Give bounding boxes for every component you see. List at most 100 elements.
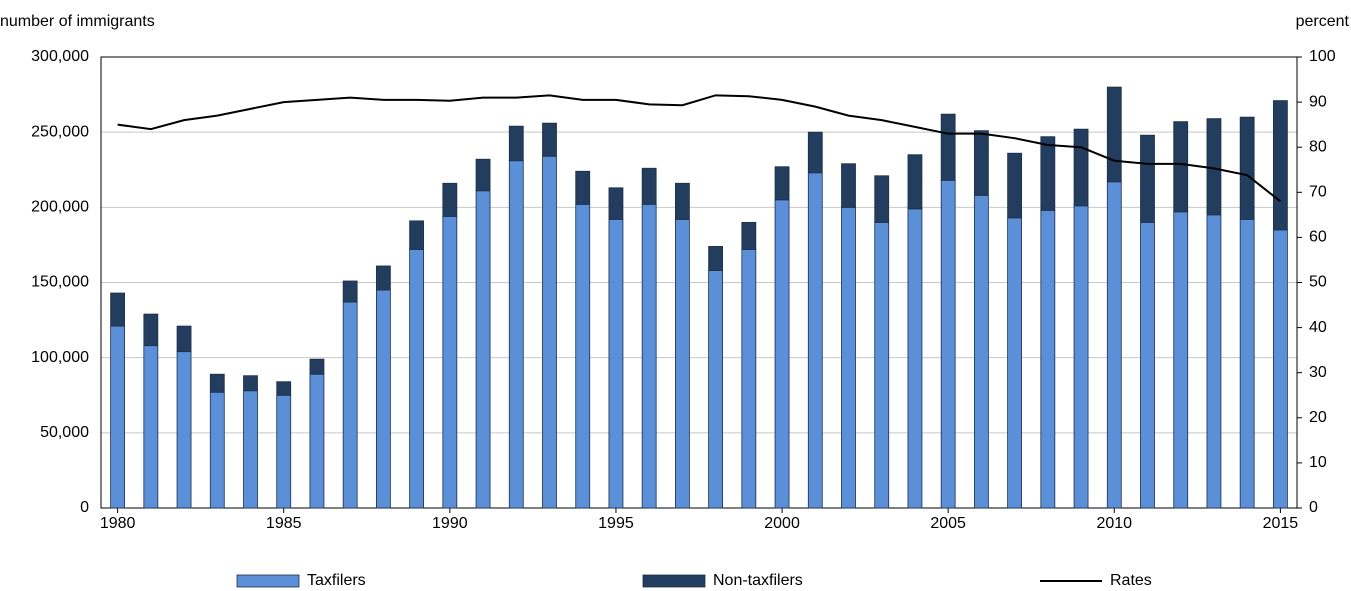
x-tick-label: 2015 <box>1263 515 1299 532</box>
bar-segment <box>1173 121 1189 213</box>
bar-segment <box>608 187 624 220</box>
x-tick-label: 2010 <box>1096 515 1132 532</box>
bar-segment <box>907 154 923 210</box>
bar-segment <box>1073 128 1089 207</box>
legend-swatch <box>236 574 300 588</box>
bar-segment <box>409 249 425 509</box>
bar-segment <box>309 373 325 509</box>
bar-segment <box>1040 209 1056 509</box>
bar-segment <box>874 175 890 223</box>
bar-segment <box>209 373 225 393</box>
bar-segment <box>110 325 126 509</box>
bar-segment <box>375 265 391 291</box>
x-tick-label: 1985 <box>266 515 302 532</box>
bar-segment <box>542 122 557 157</box>
bar-segment <box>973 130 989 196</box>
bar-segment <box>442 182 458 217</box>
bar-segment <box>1073 205 1089 509</box>
x-tick-label: 2000 <box>764 515 800 532</box>
bar-segment <box>841 163 856 208</box>
bar-segment <box>475 158 491 192</box>
bar-segment <box>1106 86 1122 183</box>
bar-segment <box>708 246 724 271</box>
bar-segment <box>575 170 591 205</box>
bar-segment <box>1272 229 1288 509</box>
bar-segment <box>342 301 358 509</box>
y-tick-label: 200,000 <box>31 199 89 216</box>
bar-segment <box>1239 218 1255 509</box>
bar-segment <box>674 218 690 509</box>
bar-segment <box>176 351 192 509</box>
bar-segment <box>1106 181 1122 509</box>
bar-segment <box>542 155 557 509</box>
y-axis-label: number of immigrants <box>0 13 155 30</box>
bar-segment <box>475 190 491 509</box>
bar-segment <box>1007 217 1023 509</box>
bar-segment <box>209 391 225 509</box>
x-tick-label: 2005 <box>930 515 966 532</box>
bar-segment <box>243 375 258 392</box>
y2-tick-label: 30 <box>1309 364 1327 381</box>
y2-tick-label: 100 <box>1309 48 1336 65</box>
bar-segment <box>608 218 624 509</box>
bar-segment <box>841 206 856 509</box>
y-tick-label: 150,000 <box>31 274 89 291</box>
bar-segment <box>1007 152 1023 219</box>
legend-swatch <box>642 574 706 588</box>
bar-segment <box>674 182 690 220</box>
bar-segment <box>1173 211 1189 509</box>
bar-segment <box>1140 134 1155 223</box>
y-tick-label: 300,000 <box>31 48 89 65</box>
bar-segment <box>575 203 591 509</box>
bar-segment <box>176 325 192 353</box>
bar-segment <box>143 313 159 347</box>
rate-line <box>117 94 1282 203</box>
bar-segment <box>508 125 524 162</box>
legend-label: Rates <box>1110 572 1152 589</box>
bar-segment <box>110 292 126 327</box>
bar-segment <box>309 358 325 375</box>
bar-segment <box>243 390 258 509</box>
bar-segment <box>741 249 757 509</box>
bar-segment <box>874 221 890 509</box>
bar-segment <box>940 179 956 509</box>
y-tick-label: 0 <box>80 499 89 516</box>
y2-tick-label: 60 <box>1309 229 1327 246</box>
y2-tick-label: 50 <box>1309 274 1327 291</box>
y-tick-label: 50,000 <box>40 424 89 441</box>
bar-segment <box>375 289 391 509</box>
bar-segment <box>641 203 657 509</box>
bar-segment <box>807 172 823 509</box>
y2-tick-label: 80 <box>1309 138 1327 155</box>
y2-tick-label: 70 <box>1309 184 1327 201</box>
bar-segment <box>940 113 956 181</box>
x-tick-label: 1995 <box>598 515 634 532</box>
y2-tick-label: 90 <box>1309 93 1327 110</box>
bar-segment <box>409 220 425 250</box>
bar-segment <box>143 345 159 509</box>
bar-segment <box>1206 214 1222 509</box>
bar-segment <box>508 160 524 509</box>
bar-segment <box>774 166 790 201</box>
bar-segment <box>1140 221 1155 509</box>
bar-segment <box>1272 100 1288 231</box>
bar-segment <box>907 208 923 509</box>
bar-segment <box>276 394 292 509</box>
bar-segment <box>276 381 292 396</box>
bar-segment <box>1040 136 1056 211</box>
bar-segment <box>807 131 823 174</box>
x-tick-label: 1990 <box>432 515 468 532</box>
bar-segment <box>342 280 358 303</box>
y2-tick-label: 10 <box>1309 454 1327 471</box>
x-tick-label: 1980 <box>100 515 136 532</box>
bar-segment <box>774 199 790 509</box>
y2-tick-label: 40 <box>1309 319 1327 336</box>
legend-label: Taxfilers <box>307 572 366 589</box>
y2-tick-label: 20 <box>1309 409 1327 426</box>
bar-segment <box>442 215 458 509</box>
legend-label: Non-taxfilers <box>713 572 803 589</box>
plot-frame <box>100 56 1298 509</box>
bar-segment <box>973 194 989 509</box>
